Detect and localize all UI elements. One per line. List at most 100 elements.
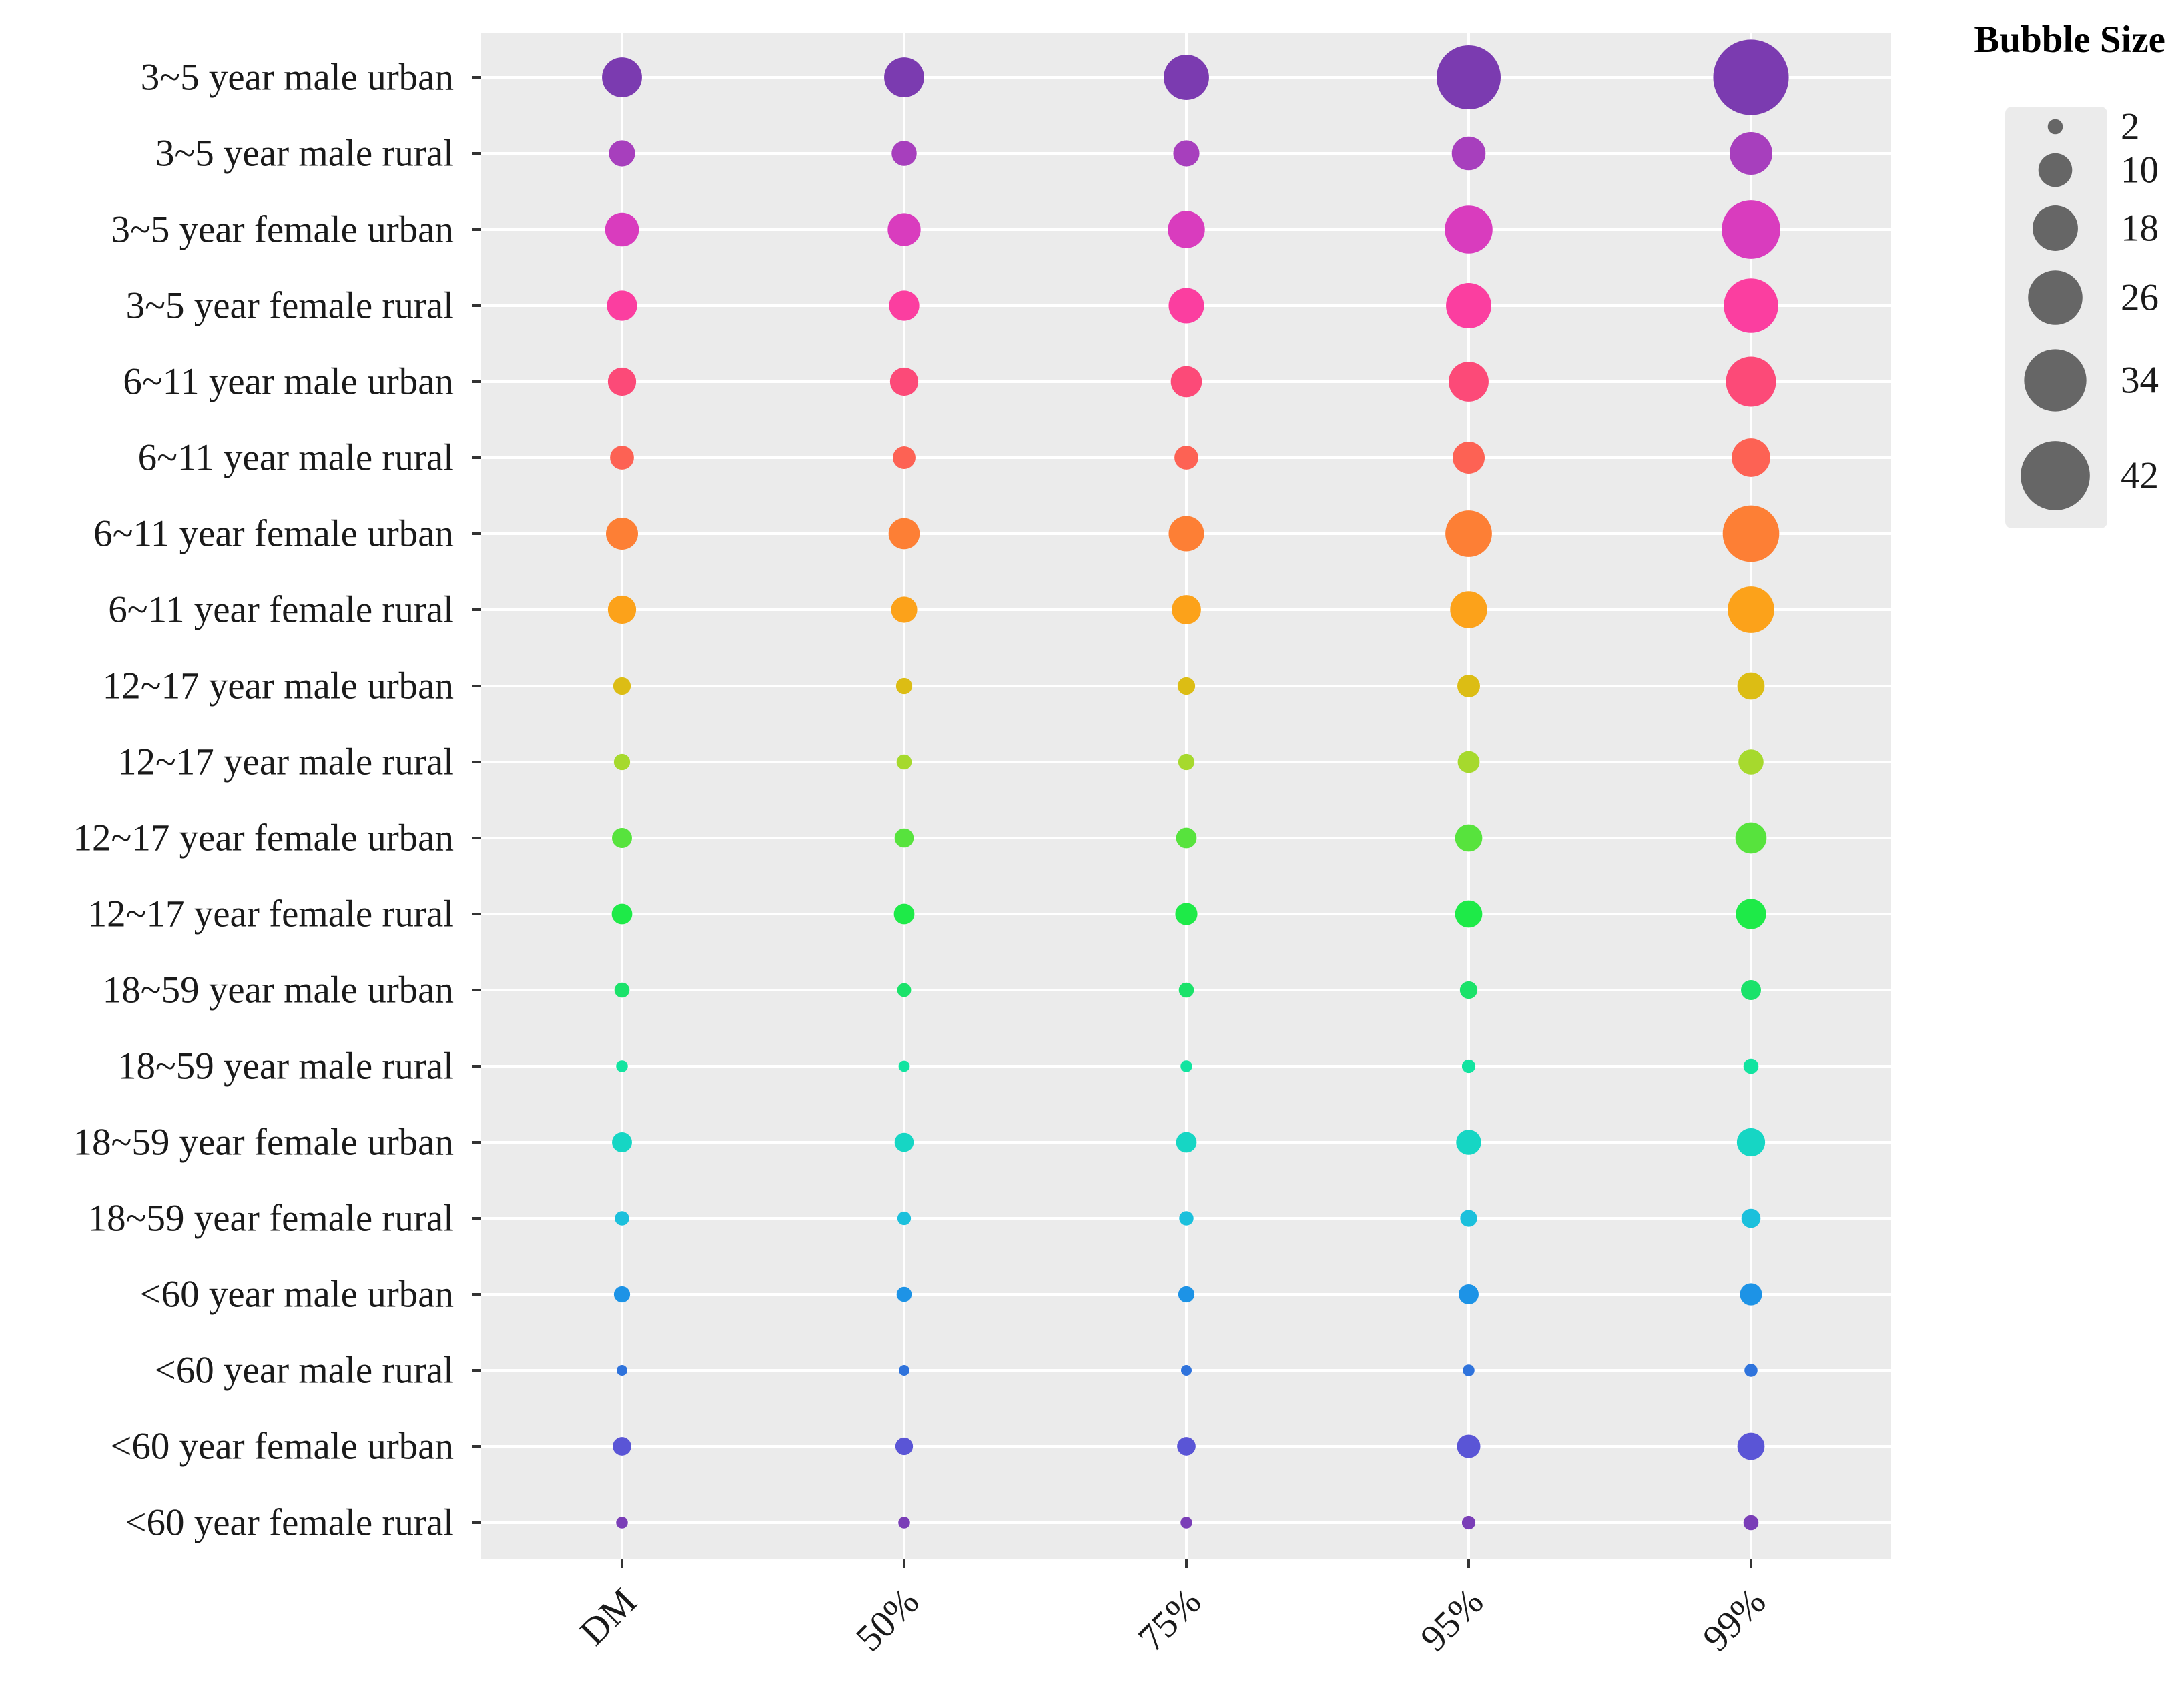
bubble-12-3 <box>1459 981 1478 999</box>
bubble-17-2 <box>1181 1365 1192 1376</box>
bubble-18-1 <box>895 1437 914 1456</box>
bubble-8-1 <box>895 677 913 695</box>
bubble-8-4 <box>1737 672 1765 700</box>
bubble-10-3 <box>1455 824 1483 852</box>
bubble-15-4 <box>1741 1208 1761 1228</box>
bubble-15-2 <box>1179 1211 1194 1226</box>
bubble-9-0 <box>613 753 631 771</box>
bubble-5-0 <box>610 446 634 470</box>
bubble-14-2 <box>1176 1132 1197 1153</box>
bubble-14-1 <box>894 1132 914 1152</box>
bubble-1-0 <box>609 140 635 167</box>
bubble-0-3 <box>1437 45 1501 109</box>
bubble-4-3 <box>1449 362 1489 402</box>
bubble-9-4 <box>1738 749 1764 775</box>
y-label-3: 3~5 year female rural <box>126 285 454 327</box>
bubble-13-2 <box>1180 1060 1192 1072</box>
bubble-14-3 <box>1456 1130 1481 1155</box>
bubble-1-2 <box>1173 140 1200 167</box>
legend-label-2: 18 <box>2121 207 2159 250</box>
bubble-3-4 <box>1724 278 1778 333</box>
bubble-4-1 <box>889 367 919 396</box>
bubble-19-0 <box>616 1517 628 1529</box>
bubble-12-2 <box>1178 982 1194 998</box>
legend-items: 210 18 26 34 42 <box>2021 106 2159 510</box>
legend-bubble-5 <box>2021 441 2090 510</box>
bubble-8-0 <box>613 677 631 695</box>
bubble-9-1 <box>896 754 912 770</box>
x-label-3: 95% <box>1413 1581 1491 1659</box>
bubble-0-4 <box>1713 39 1789 115</box>
bubble-18-2 <box>1177 1437 1196 1456</box>
bubble-4-0 <box>607 367 637 396</box>
bubble-2-2 <box>1168 211 1205 248</box>
bubble-12-4 <box>1741 980 1761 1000</box>
bubble-16-2 <box>1178 1286 1195 1303</box>
bubble-15-3 <box>1460 1210 1477 1227</box>
y-label-0: 3~5 year male urban <box>141 57 454 99</box>
y-label-17: <60 year male rural <box>155 1350 454 1392</box>
bubble-3-3 <box>1446 283 1491 328</box>
y-label-13: 18~59 year male rural <box>117 1045 454 1088</box>
bubble-9-3 <box>1457 751 1480 773</box>
bubble-2-3 <box>1445 205 1493 254</box>
y-label-5: 6~11 year male rural <box>138 437 454 479</box>
bubble-13-0 <box>616 1060 628 1072</box>
bubble-1-3 <box>1451 136 1486 171</box>
x-label-1: 50% <box>848 1581 927 1659</box>
y-label-12: 18~59 year male urban <box>103 969 454 1011</box>
legend-bubble-3 <box>2028 270 2083 325</box>
bubble-18-0 <box>613 1437 631 1456</box>
bubble-2-4 <box>1722 200 1780 259</box>
bubble-10-2 <box>1176 827 1197 849</box>
y-label-11: 12~17 year female rural <box>88 893 454 935</box>
bubbles <box>602 39 1789 1531</box>
y-label-2: 3~5 year female urban <box>111 209 454 251</box>
bubble-5-4 <box>1732 438 1770 477</box>
x-label-2: 75% <box>1130 1581 1209 1659</box>
x-axis-labels: DM 50% 75% 95% 99% <box>572 1581 1774 1659</box>
bubble-13-3 <box>1461 1059 1476 1074</box>
bubble-7-2 <box>1172 595 1201 624</box>
bubble-19-3 <box>1461 1515 1476 1530</box>
y-label-9: 12~17 year male rural <box>117 741 454 783</box>
bubble-17-0 <box>617 1365 627 1376</box>
bubble-8-3 <box>1457 675 1480 697</box>
bubble-1-4 <box>1730 132 1772 175</box>
bubble-11-2 <box>1175 903 1198 925</box>
x-label-4: 99% <box>1695 1581 1774 1659</box>
legend-label-0: 2 <box>2121 106 2140 148</box>
y-label-15: 18~59 year female rural <box>88 1198 454 1240</box>
bubble-16-4 <box>1740 1283 1762 1306</box>
y-label-1: 3~5 year male rural <box>155 133 454 175</box>
bubble-9-2 <box>1178 753 1195 771</box>
bubble-4-4 <box>1726 356 1776 407</box>
y-axis-labels: 3~5 year male urban 3~5 year male rural 3~… <box>73 57 454 1544</box>
y-label-19: <60 year female rural <box>125 1502 454 1544</box>
bubble-11-1 <box>893 903 915 925</box>
bubble-7-1 <box>891 596 918 623</box>
bubble-6-2 <box>1168 516 1204 552</box>
legend-bubble-2 <box>2033 205 2078 251</box>
y-label-14: 18~59 year female urban <box>73 1122 454 1164</box>
y-label-16: <60 year male urban <box>139 1274 454 1316</box>
bubble-13-1 <box>898 1060 910 1072</box>
axis-ticks <box>472 76 1752 1568</box>
bubble-0-1 <box>884 57 924 97</box>
bubble-17-4 <box>1744 1364 1758 1377</box>
bubble-12-1 <box>897 983 912 997</box>
legend-label-1: 10 <box>2121 149 2159 191</box>
bubble-17-1 <box>899 1365 909 1376</box>
bubble-5-2 <box>1174 446 1198 470</box>
bubble-3-1 <box>889 290 920 321</box>
bubble-10-0 <box>612 828 632 848</box>
bubble-6-4 <box>1722 505 1780 562</box>
y-label-6: 6~11 year female urban <box>93 513 454 555</box>
bubble-16-0 <box>613 1286 631 1303</box>
bubble-4-2 <box>1170 366 1202 398</box>
bubble-0-2 <box>1164 55 1209 100</box>
bubble-16-1 <box>896 1286 912 1302</box>
bubble-6-1 <box>888 518 920 550</box>
bubble-3-2 <box>1168 288 1204 324</box>
